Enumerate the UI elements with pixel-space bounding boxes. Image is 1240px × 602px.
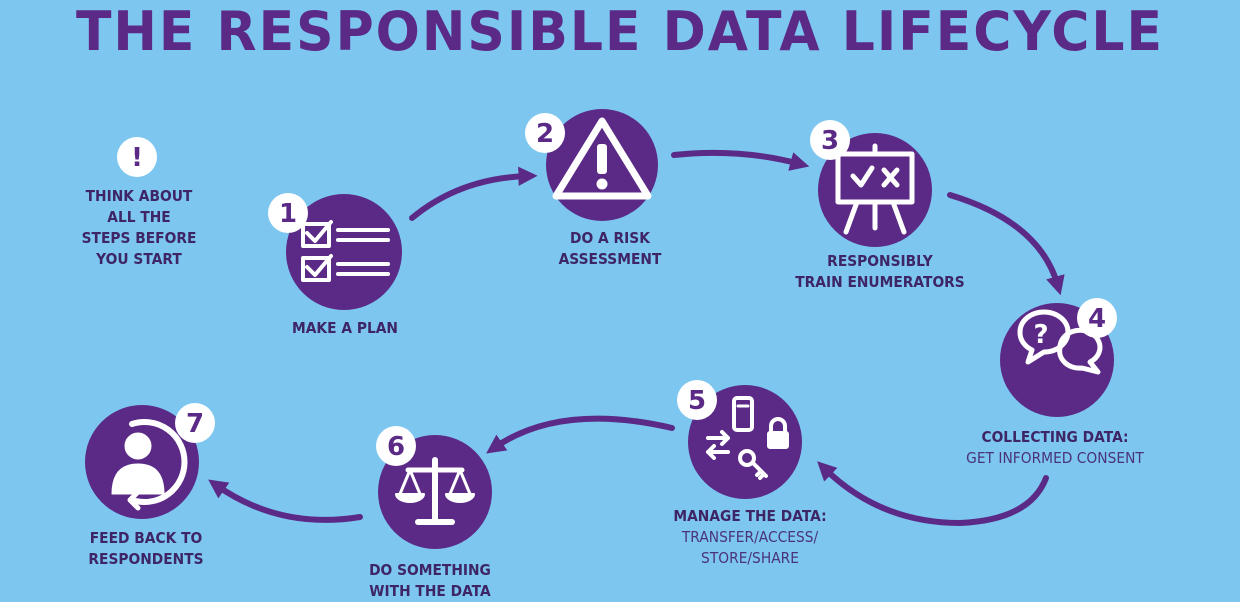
intro-line-2: ALL THE bbox=[107, 208, 171, 226]
checklist-icon bbox=[301, 220, 390, 282]
presentation-board-icon bbox=[835, 143, 915, 235]
arrow-3-to-4 bbox=[947, 192, 1065, 296]
step-3-label: RESPONSIBLY TRAIN ENUMERATORS bbox=[795, 252, 965, 291]
speech-bubbles-icon bbox=[1017, 309, 1103, 375]
step-5: 5 bbox=[677, 380, 802, 499]
step-5-label-group: MANAGE THE DATA: TRANSFER/ACCESS/ STORE/… bbox=[653, 506, 846, 569]
step-4: ? 4 bbox=[1000, 298, 1117, 417]
intro-badge: ! bbox=[117, 137, 157, 177]
step-3: 3 bbox=[810, 120, 932, 247]
arrow-4-to-5 bbox=[817, 461, 1049, 527]
step-7-label: FEED BACK TO RESPONDENTS bbox=[88, 529, 204, 568]
arrow-6-to-7 bbox=[208, 479, 363, 523]
intro-line-1: THINK ABOUT bbox=[85, 187, 193, 205]
data-management-icon bbox=[706, 396, 789, 480]
step-4-label: COLLECTING DATA: bbox=[981, 428, 1129, 446]
step-5-number: 5 bbox=[688, 386, 706, 416]
warning-triangle-icon bbox=[552, 117, 652, 200]
step-4-number: 4 bbox=[1088, 304, 1106, 334]
intro-mark: ! bbox=[131, 143, 143, 173]
step-6: 6 bbox=[376, 426, 492, 549]
question-mark-glyph: ? bbox=[1033, 320, 1048, 350]
step-2-number: 2 bbox=[536, 119, 554, 149]
step-3-number: 3 bbox=[821, 126, 839, 156]
step-1: 1 bbox=[268, 193, 402, 310]
step-2-label: DO A RISK ASSESSMENT bbox=[558, 229, 662, 268]
step-2: 2 bbox=[525, 109, 658, 221]
step-1-label: MAKE A PLAN bbox=[292, 319, 398, 337]
step-5-sublabel: TRANSFER/ACCESS/ STORE/SHARE bbox=[681, 528, 819, 567]
step-4-label-group: COLLECTING DATA: GET INFORMED CONSENT bbox=[949, 427, 1161, 469]
intro-line-3: STEPS BEFORE bbox=[81, 229, 197, 247]
scales-icon bbox=[395, 457, 475, 525]
step-1-number: 1 bbox=[279, 199, 297, 229]
step-6-number: 6 bbox=[387, 432, 405, 462]
diagram-title: THE RESPONSIBLE DATA LIFECYCLE bbox=[75, 0, 1165, 64]
intro-line-4: YOU START bbox=[96, 250, 182, 268]
step-4-sublabel: GET INFORMED CONSENT bbox=[966, 449, 1144, 467]
arrow-5-to-6 bbox=[486, 415, 675, 454]
arrow-2-to-3 bbox=[671, 149, 810, 171]
step-7-number: 7 bbox=[186, 409, 204, 439]
intro-label: THINK ABOUT ALL THE STEPS BEFORE YOU STA… bbox=[70, 186, 208, 270]
step-6-label: DO SOMETHING WITH THE DATA bbox=[369, 561, 491, 600]
step-7: 7 bbox=[85, 403, 215, 519]
person-feedback-icon bbox=[111, 419, 188, 511]
arrow-1-to-2 bbox=[409, 166, 538, 221]
step-5-label: MANAGE THE DATA: bbox=[673, 507, 827, 525]
